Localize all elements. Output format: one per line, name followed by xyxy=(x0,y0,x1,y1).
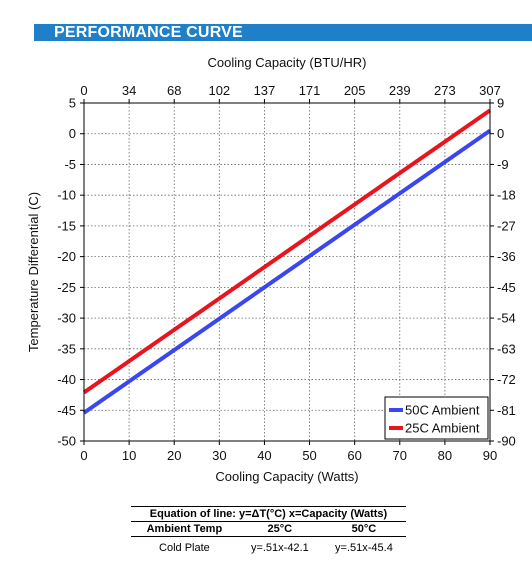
top-tick-label: 102 xyxy=(208,83,230,98)
chart-grid xyxy=(84,103,490,441)
right-tick-label: -36 xyxy=(497,249,516,264)
x-tick-label: 60 xyxy=(347,448,361,463)
y-tick-label: -30 xyxy=(57,311,76,326)
legend-label: 50C Ambient xyxy=(405,403,480,418)
x-tick-label: 90 xyxy=(483,448,497,463)
chart-series xyxy=(82,108,492,415)
x-tick-label: 80 xyxy=(438,448,452,463)
performance-chart: 0 10 20 30 40 50 60 70 80 900 34 68 102 137 171 205 239 2… xyxy=(26,55,516,484)
right-tick-label: -81 xyxy=(497,403,516,418)
series-line-50c xyxy=(82,129,492,415)
x-tick-label: 0 xyxy=(80,448,87,463)
x-tick-label: 10 xyxy=(122,448,136,463)
legend-box xyxy=(384,396,489,440)
section-banner: PERFORMANCE CURVE xyxy=(34,24,532,41)
top-tick-label: 68 xyxy=(167,83,181,98)
y-tick-label: -50 xyxy=(57,434,76,449)
x-tick-label: 70 xyxy=(393,448,407,463)
y-tick-label: -10 xyxy=(57,188,76,203)
right-tick-label: -45 xyxy=(497,280,516,295)
y-tick-label: -25 xyxy=(57,280,76,295)
equation-title: Equation of line: y=ΔT(°C) x=Capacity (W… xyxy=(131,506,406,522)
top-tick-label: 137 xyxy=(254,83,276,98)
top-tick-label: 307 xyxy=(479,83,501,98)
right-tick-label: 9 xyxy=(497,96,504,111)
right-tick-label: -54 xyxy=(497,311,516,326)
right-tick-label: -18 xyxy=(497,188,516,203)
header-25c: 25°C xyxy=(237,521,322,537)
x-tick-label: 20 xyxy=(167,448,181,463)
top-tick-label: 205 xyxy=(344,83,366,98)
equation-25c: y=.51x-42.1 xyxy=(250,542,309,554)
y-tick-label: -5 xyxy=(64,157,76,172)
x-axis-title: Cooling Capacity (Watts) xyxy=(215,469,358,484)
y-tick-label: -45 xyxy=(57,403,76,418)
section-title: PERFORMANCE CURVE xyxy=(54,24,243,41)
x-tick-label: 50 xyxy=(302,448,316,463)
row-label-cold-plate: Cold Plate xyxy=(159,542,210,554)
plot-frame xyxy=(83,102,491,442)
top-tick-label: 0 xyxy=(80,83,87,98)
y-tick-label: -35 xyxy=(57,341,76,356)
top-axis-title: Cooling Capacity (BTU/HR) xyxy=(208,55,367,70)
header-ambient-temp: Ambient Temp xyxy=(131,521,238,537)
top-tick-label: 239 xyxy=(389,83,411,98)
series-line-25c xyxy=(82,108,492,395)
equation-table: Equation of line: y=ΔT(°C) x=Capacity (W… xyxy=(131,506,406,555)
y-tick-label: -40 xyxy=(57,372,76,387)
right-tick-label: -63 xyxy=(497,341,516,356)
legend-label: 25C Ambient xyxy=(405,421,480,436)
right-tick-label: -72 xyxy=(497,372,516,387)
right-tick-label: -90 xyxy=(497,434,516,449)
y-tick-label: 0 xyxy=(69,126,76,141)
equation-50c: y=.51x-45.4 xyxy=(335,542,393,554)
x-tick-label: 40 xyxy=(257,448,271,463)
right-tick-label: -9 xyxy=(497,157,509,172)
y-tick-label: -20 xyxy=(57,249,76,264)
y-axis-title: Temperature Differential (C) xyxy=(26,192,41,352)
top-tick-label: 34 xyxy=(122,83,136,98)
top-tick-label: 273 xyxy=(434,83,456,98)
header-50c: 50°C xyxy=(321,521,406,537)
y-tick-label: -15 xyxy=(57,218,76,233)
right-tick-label: 0 xyxy=(497,126,504,141)
right-tick-label: -27 xyxy=(497,218,516,233)
x-tick-label: 30 xyxy=(212,448,226,463)
y-tick-label: 5 xyxy=(69,96,76,111)
top-tick-label: 171 xyxy=(299,83,321,98)
chart-labels: 0 10 20 30 40 50 60 70 80 900 34 68 102 137 171 205 239 2… xyxy=(57,83,516,463)
chart-legend: 50C Ambient 25C Ambient xyxy=(384,396,489,440)
